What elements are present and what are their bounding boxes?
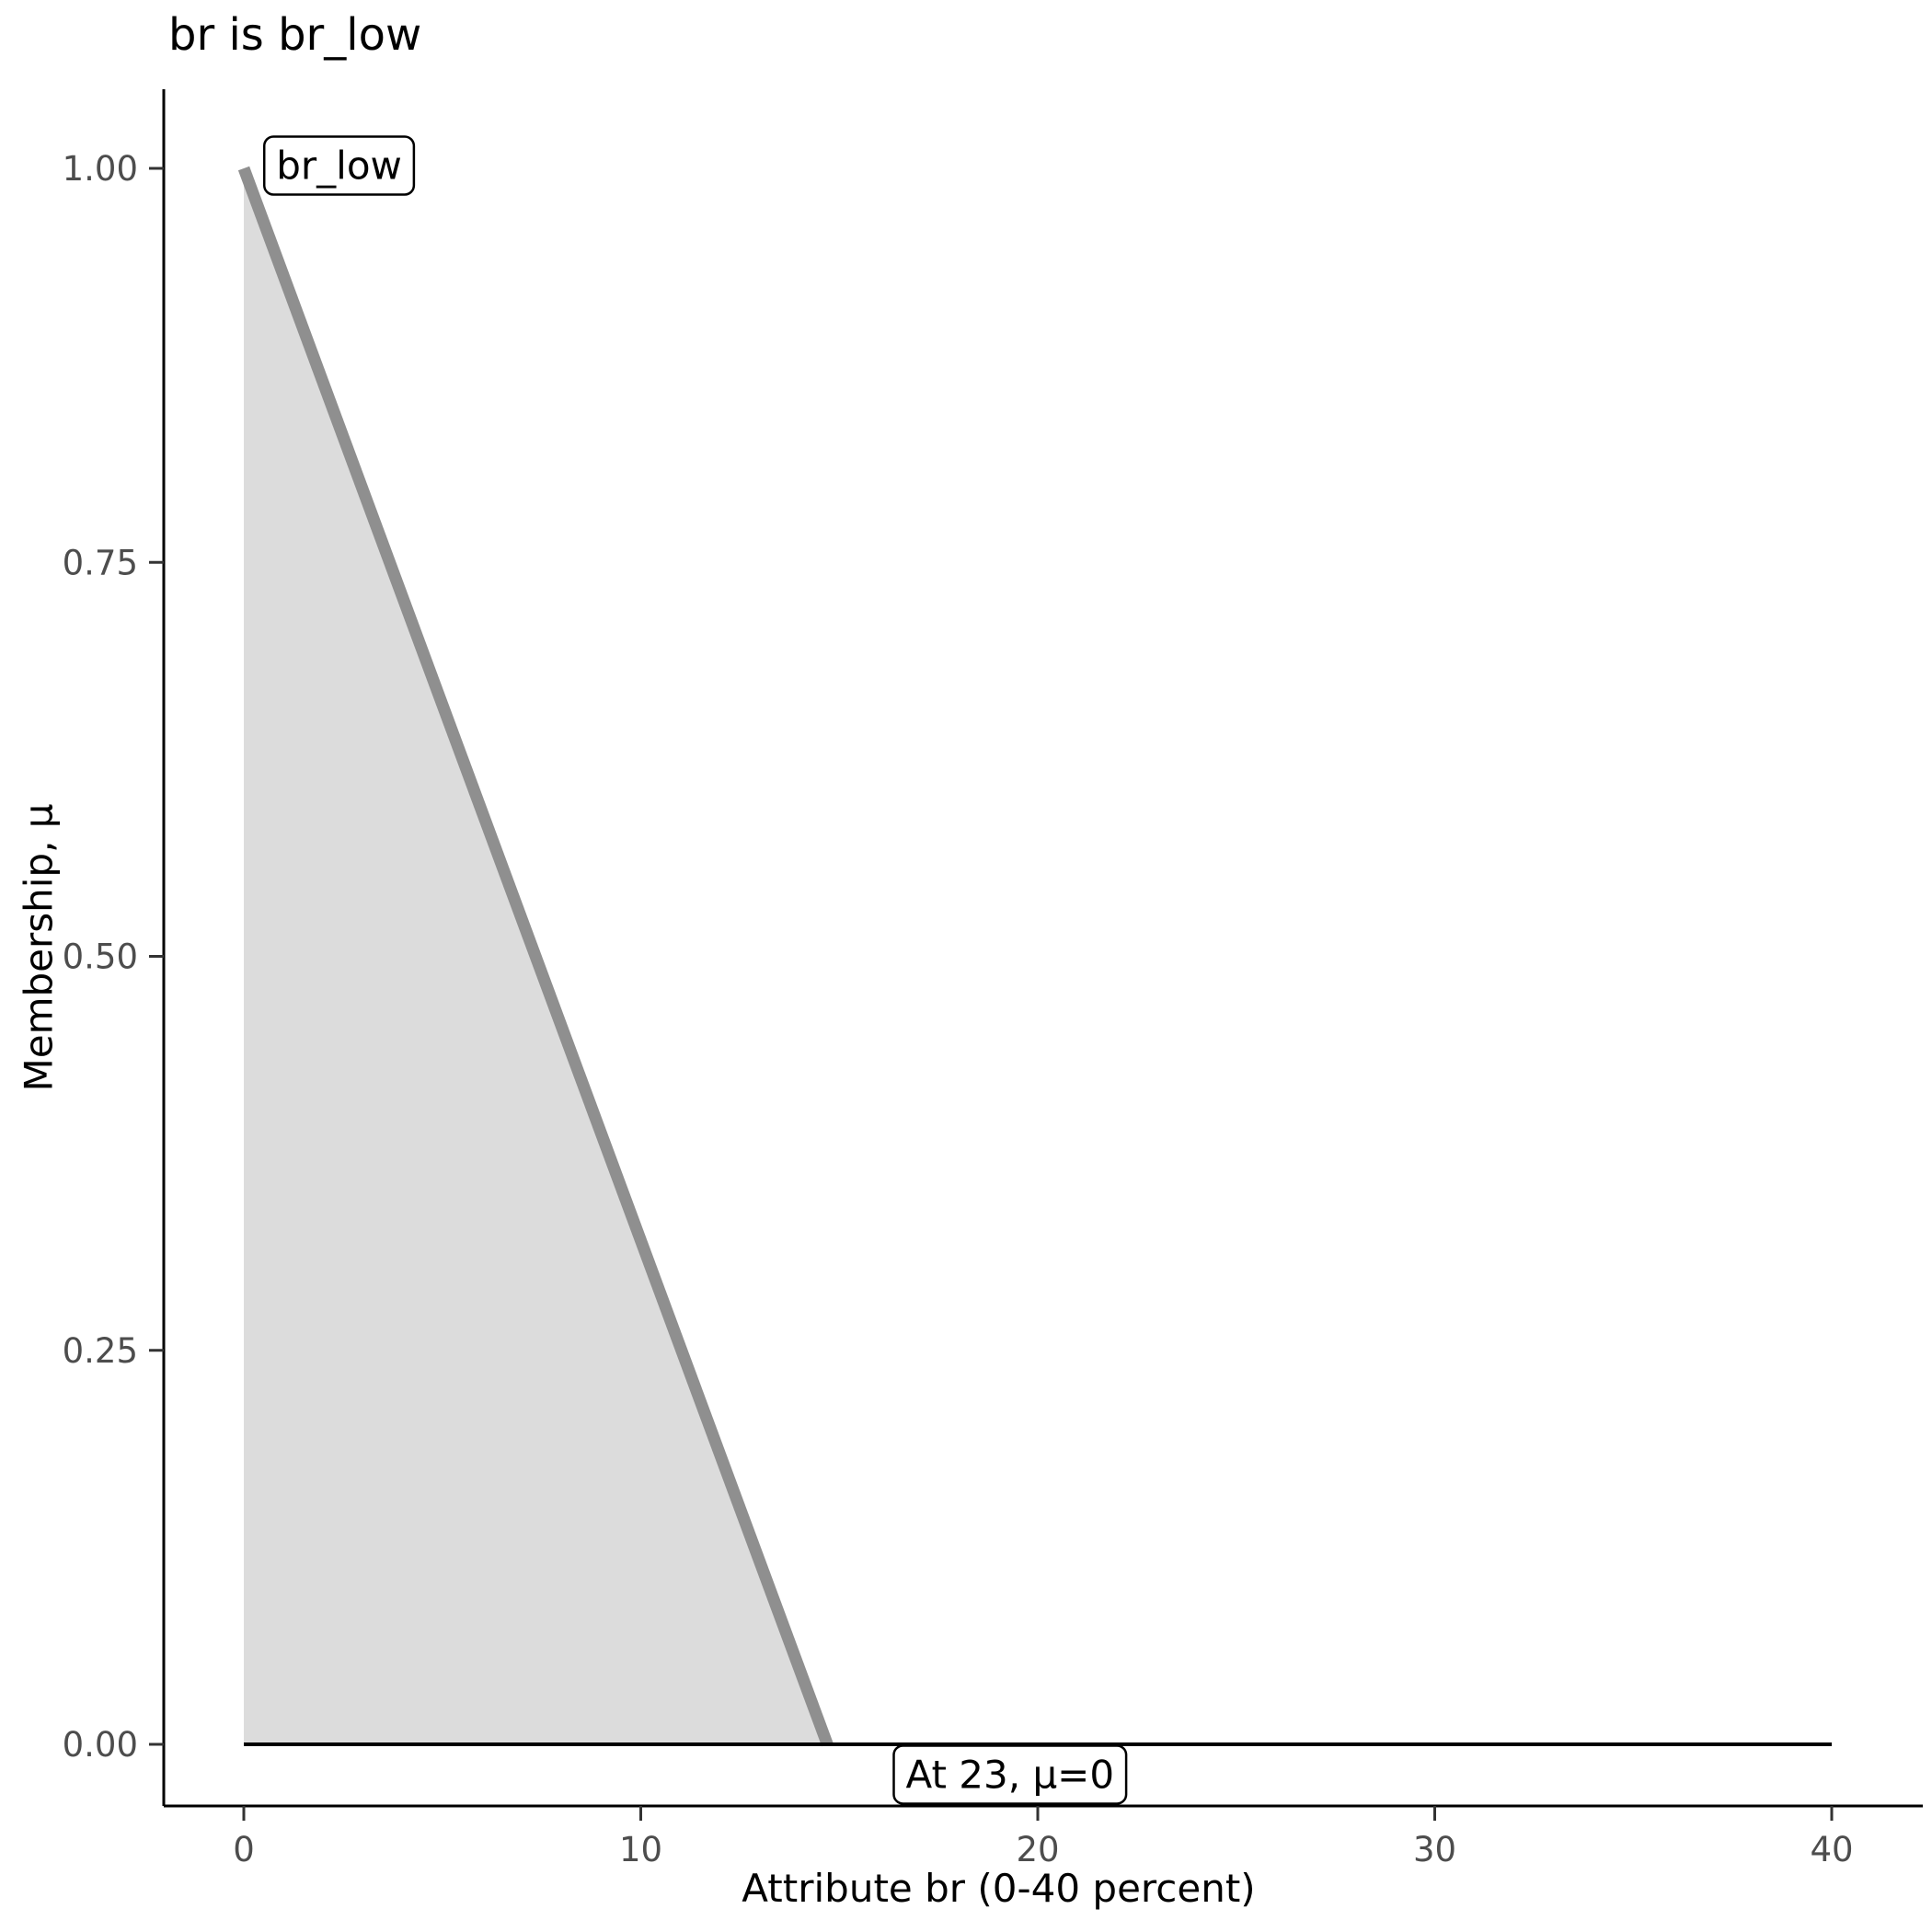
y-tick-label: 0.75 <box>63 543 138 582</box>
annotation-text: br_low <box>276 144 402 189</box>
y-tick-label: 0.50 <box>63 937 138 977</box>
x-tick-label: 40 <box>1810 1830 1853 1869</box>
x-tick-label: 10 <box>619 1830 662 1869</box>
y-axis-title: Membership, μ <box>16 803 62 1092</box>
annotation-text: At 23, μ=0 <box>905 1752 1114 1797</box>
annotation-box <box>892 1744 1128 1805</box>
y-tick-label: 0.00 <box>63 1725 138 1765</box>
annotation: At 23, μ=0 <box>892 1744 1128 1805</box>
x-tick-label: 0 <box>233 1830 255 1869</box>
annotation-box <box>262 135 416 196</box>
x-tick-label: 20 <box>1016 1830 1059 1869</box>
y-tick-label: 1.00 <box>63 149 138 189</box>
y-tick-label: 0.25 <box>63 1331 138 1371</box>
annotation: br_low <box>262 135 416 196</box>
chart-title: br is br_low <box>168 9 422 61</box>
x-tick-label: 30 <box>1413 1830 1456 1869</box>
x-axis-title: Attribute br (0-40 percent) <box>742 1866 1256 1911</box>
br-low-membership-line <box>237 166 834 1747</box>
